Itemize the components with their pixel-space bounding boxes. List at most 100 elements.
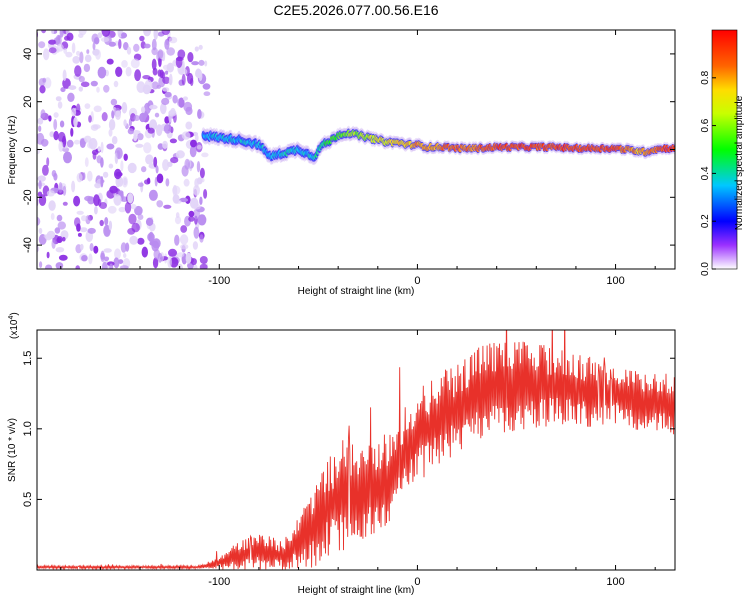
noise-blob bbox=[174, 234, 180, 246]
noise-blob bbox=[202, 83, 211, 90]
noise-blob bbox=[87, 141, 93, 149]
noise-blob bbox=[162, 76, 171, 85]
noise-blob bbox=[38, 41, 46, 49]
noise-blob bbox=[128, 213, 137, 225]
spectrogram-x-tick-label: -100 bbox=[208, 275, 230, 287]
noise-blob bbox=[180, 225, 188, 233]
noise-blob bbox=[204, 60, 208, 67]
noise-blob bbox=[50, 213, 55, 220]
noise-blob bbox=[79, 227, 88, 233]
noise-blob bbox=[163, 124, 172, 134]
spectrogram-y-ticks: -40 -20 0 20 40 bbox=[22, 48, 675, 253]
noise-blob bbox=[97, 146, 101, 152]
noise-blob bbox=[175, 150, 185, 159]
noise-blob bbox=[87, 227, 96, 234]
snr-line bbox=[37, 330, 675, 570]
noise-blob bbox=[193, 208, 200, 220]
noise-blob bbox=[172, 185, 181, 195]
noise-blob bbox=[66, 32, 74, 41]
noise-blob bbox=[196, 144, 202, 150]
noise-blob bbox=[58, 254, 68, 261]
noise-blob bbox=[76, 50, 81, 56]
noise-blob bbox=[73, 139, 80, 145]
noise-blob bbox=[168, 36, 178, 44]
noise-blob bbox=[108, 119, 116, 131]
noise-blob bbox=[123, 253, 127, 258]
noise-blob bbox=[174, 216, 182, 225]
noise-blob bbox=[145, 154, 154, 165]
noise-blob bbox=[185, 121, 193, 130]
noise-blob bbox=[83, 63, 91, 73]
noise-blob bbox=[141, 166, 147, 173]
noise-blob bbox=[107, 205, 117, 214]
noise-blob bbox=[121, 60, 128, 68]
noise-blob bbox=[192, 241, 198, 250]
noise-blob bbox=[37, 216, 41, 226]
noise-blob bbox=[199, 256, 208, 264]
noise-blob bbox=[124, 201, 132, 214]
noise-blob bbox=[96, 155, 102, 164]
noise-blob bbox=[134, 205, 143, 216]
spectrogram-y-tick-label: -20 bbox=[22, 189, 34, 205]
noise-blob bbox=[151, 58, 157, 71]
noise-blob bbox=[143, 43, 151, 49]
noise-blob bbox=[108, 163, 114, 169]
noise-blob bbox=[152, 257, 159, 269]
noise-blob bbox=[135, 143, 144, 148]
noise-blob bbox=[109, 263, 114, 269]
noise-blob bbox=[193, 226, 200, 239]
noise-blob bbox=[45, 234, 52, 241]
noise-blob bbox=[55, 96, 62, 102]
noise-blob bbox=[199, 167, 205, 179]
noise-blob bbox=[194, 178, 199, 188]
noise-blob bbox=[156, 124, 163, 136]
noise-blob bbox=[121, 32, 127, 38]
spectrogram-y-tick-label: 0 bbox=[22, 146, 34, 152]
noise-blob bbox=[143, 142, 152, 154]
noise-blob bbox=[156, 200, 163, 208]
colorbar-tick-label: 0.0 bbox=[700, 262, 711, 276]
noise-blob bbox=[99, 219, 104, 227]
noise-blob bbox=[76, 172, 83, 183]
noise-blob bbox=[62, 69, 67, 82]
noise-blob bbox=[157, 252, 163, 263]
noise-blob bbox=[81, 215, 87, 222]
noise-blob bbox=[55, 34, 62, 46]
noise-blob bbox=[162, 64, 170, 70]
noise-blob bbox=[134, 69, 142, 82]
snr-multiplier-label: (x104) bbox=[8, 312, 20, 339]
noise-blob bbox=[104, 217, 109, 226]
snr-y-tick-label: 1.5 bbox=[22, 351, 34, 366]
noise-blob bbox=[37, 117, 44, 125]
noise-blob bbox=[84, 103, 91, 109]
noise-blob bbox=[103, 224, 111, 237]
noise-blob bbox=[56, 214, 63, 222]
noise-blob bbox=[137, 237, 145, 245]
noise-blob bbox=[57, 221, 66, 230]
noise-blob bbox=[123, 177, 128, 186]
noise-blob bbox=[84, 54, 92, 63]
noise-blob bbox=[113, 194, 122, 206]
noise-blob bbox=[82, 172, 86, 181]
noise-blob bbox=[194, 46, 199, 52]
noise-blob bbox=[108, 220, 113, 231]
noise-blob bbox=[48, 39, 57, 45]
signal-trace bbox=[201, 125, 675, 166]
noise-blob bbox=[118, 206, 126, 213]
noise-blob bbox=[59, 30, 64, 38]
noise-blob bbox=[198, 71, 203, 82]
noise-blob bbox=[184, 158, 190, 170]
noise-blob bbox=[141, 106, 146, 114]
noise-blob bbox=[85, 215, 91, 225]
noise-blob bbox=[196, 161, 201, 173]
noise-blob bbox=[73, 117, 78, 127]
noise-blob bbox=[75, 265, 80, 269]
noise-blob bbox=[41, 30, 46, 34]
noise-blob bbox=[109, 185, 118, 194]
noise-blob bbox=[92, 124, 101, 130]
colorbar-gradient bbox=[711, 29, 738, 270]
spectrogram-y-axis-label: Frequency (Hz) bbox=[7, 116, 18, 185]
chart-title: C2E5.2026.077.00.56.E16 bbox=[273, 2, 438, 18]
noise-blob bbox=[63, 47, 68, 54]
